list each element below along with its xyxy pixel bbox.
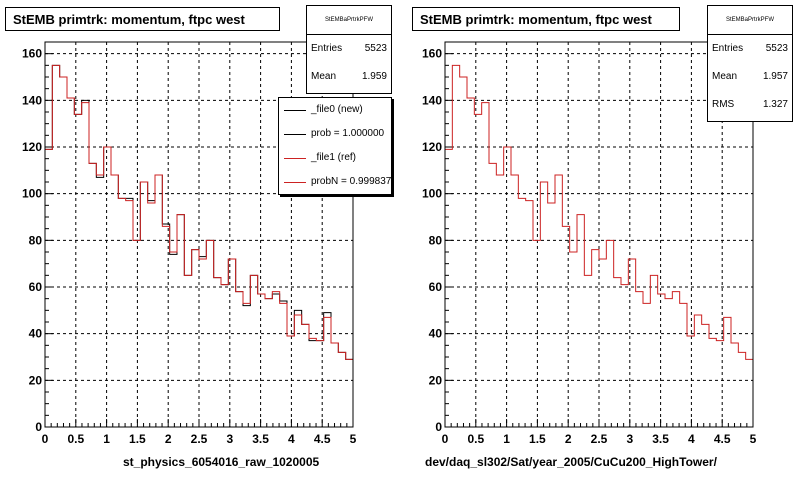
left-x-tick-label: 2.5 xyxy=(191,432,208,446)
legend-label-probn: probN = 0.999837 xyxy=(311,176,392,187)
legend-entry-file1: _file1 (ref) xyxy=(279,146,391,170)
left-x-axis-label: st_physics_6054016_raw_1020005 xyxy=(123,455,320,469)
left-y-tick-label: 120 xyxy=(22,140,42,154)
left-x-tick-label: 3 xyxy=(226,432,233,446)
left-legend: _file0 (new) prob = 1.000000 _file1 (ref… xyxy=(278,97,392,195)
right-x-axis-label: dev/daq_sl302/Sat/year_2005/CuCu200_High… xyxy=(425,455,717,469)
right-x-tick-label: 1.5 xyxy=(529,432,546,446)
right-y-tick-label: 80 xyxy=(429,233,443,247)
right-x-tick-label: 0.5 xyxy=(467,432,484,446)
right-stats-mean-value: 1.957 xyxy=(762,71,788,82)
right-y-tick-label: 0 xyxy=(435,420,442,434)
right-series-0-histogram xyxy=(444,64,753,427)
right-stats-name: StEMBaPrtrkPFW xyxy=(708,6,792,35)
right-y-tick-label: 60 xyxy=(429,280,443,294)
right-frame xyxy=(444,41,754,428)
right-x-tick-label: 2.5 xyxy=(591,432,608,446)
right-stats-entries-value: 5523 xyxy=(765,43,788,54)
legend-entry-probn: probN = 0.999837 xyxy=(279,170,391,194)
left-y-tick-label: 140 xyxy=(22,93,42,107)
left-x-tick-label: 4.5 xyxy=(314,432,331,446)
left-stats-entries-value: 5523 xyxy=(364,43,387,54)
legend-label-file1: _file1 (ref) xyxy=(311,152,357,163)
left-x-tick-label: 0.5 xyxy=(67,432,84,446)
legend-swatch-prob xyxy=(284,134,306,135)
left-x-tick-label: 1.5 xyxy=(129,432,146,446)
right-x-tick-label: 2 xyxy=(565,432,572,446)
right-stats-rms-value: 1.327 xyxy=(762,99,788,110)
right-stats-entries: Entries 5523 xyxy=(708,35,792,63)
right-y-tick-label: 40 xyxy=(429,327,443,341)
left-y-tick-label: 40 xyxy=(29,327,43,341)
left-stats-name: StEMBaPrtrkPFW xyxy=(307,6,391,35)
left-chart-title: StEMB primtrk: momentum, ftpc west xyxy=(5,7,280,31)
right-y-tick-label: 120 xyxy=(422,140,442,154)
left-y-tick-label: 80 xyxy=(29,233,43,247)
right-y-tick-label: 20 xyxy=(429,373,443,387)
legend-swatch-file0 xyxy=(284,110,306,111)
right-x-tick-label: 5 xyxy=(750,432,757,446)
left-y-tick-label: 20 xyxy=(29,373,43,387)
right-stats-entries-label: Entries xyxy=(712,43,744,54)
left-stats-box: StEMBaPrtrkPFW Entries 5523 Mean 1.959 xyxy=(306,5,392,94)
legend-entry-file0: _file0 (new) xyxy=(279,98,391,122)
right-stats-rms-label: RMS xyxy=(712,99,735,110)
legend-entry-prob: prob = 1.000000 xyxy=(279,122,391,146)
legend-swatch-probn xyxy=(284,182,306,183)
right-x-tick-label: 1 xyxy=(503,432,510,446)
legend-label-file0: _file0 (new) xyxy=(311,104,363,115)
left-x-tick-label: 5 xyxy=(350,432,357,446)
right-stats-box: StEMBaPrtrkPFW Entries 5523 Mean 1.957 R… xyxy=(707,5,793,122)
left-x-tick-label: 2 xyxy=(165,432,172,446)
left-series-1-histogram xyxy=(44,64,353,427)
left-stats-mean: Mean 1.959 xyxy=(307,63,391,91)
left-stats-entries: Entries 5523 xyxy=(307,35,391,63)
left-stats-entries-label: Entries xyxy=(311,43,343,54)
left-x-tick-label: 4 xyxy=(288,432,295,446)
left-x-tick-label: 3.5 xyxy=(252,432,269,446)
right-x-tick-label: 3.5 xyxy=(652,432,669,446)
right-x-tick-label: 4.5 xyxy=(714,432,731,446)
left-x-tick-label: 0 xyxy=(42,432,49,446)
left-y-tick-label: 160 xyxy=(22,47,42,61)
right-y-tick-label: 160 xyxy=(422,47,442,61)
left-stats-mean-label: Mean xyxy=(311,71,337,82)
right-stats-mean-label: Mean xyxy=(712,71,738,82)
right-x-tick-label: 3 xyxy=(626,432,633,446)
left-x-tick-label: 1 xyxy=(103,432,110,446)
legend-label-prob: prob = 1.000000 xyxy=(311,128,385,139)
right-stats-rms: RMS 1.327 xyxy=(708,91,792,119)
legend-swatch-file1 xyxy=(284,158,306,159)
left-frame xyxy=(44,41,354,428)
right-chart-title: StEMB primtrk: momentum, ftpc west xyxy=(412,7,680,31)
right-x-tick-label: 0 xyxy=(442,432,449,446)
left-y-tick-label: 100 xyxy=(22,187,42,201)
right-histogram-plot: 0 0.5 1 1.5 2 2.5 3 3.5 4 4.5 5 0 20 40 60 80 100 120 140 1… xyxy=(422,41,757,446)
left-y-tick-label: 0 xyxy=(35,420,42,434)
right-y-tick-label: 140 xyxy=(422,93,442,107)
left-y-tick-label: 60 xyxy=(29,280,43,294)
left-histogram-plot: 0 0.5 1 1.5 2 2.5 3 3.5 4 4.5 5 0 20 40 60 80 100 120 140 1… xyxy=(22,41,357,446)
left-stats-mean-value: 1.959 xyxy=(361,71,387,82)
right-y-tick-label: 100 xyxy=(422,187,442,201)
right-x-tick-label: 4 xyxy=(688,432,695,446)
right-stats-mean: Mean 1.957 xyxy=(708,63,792,91)
